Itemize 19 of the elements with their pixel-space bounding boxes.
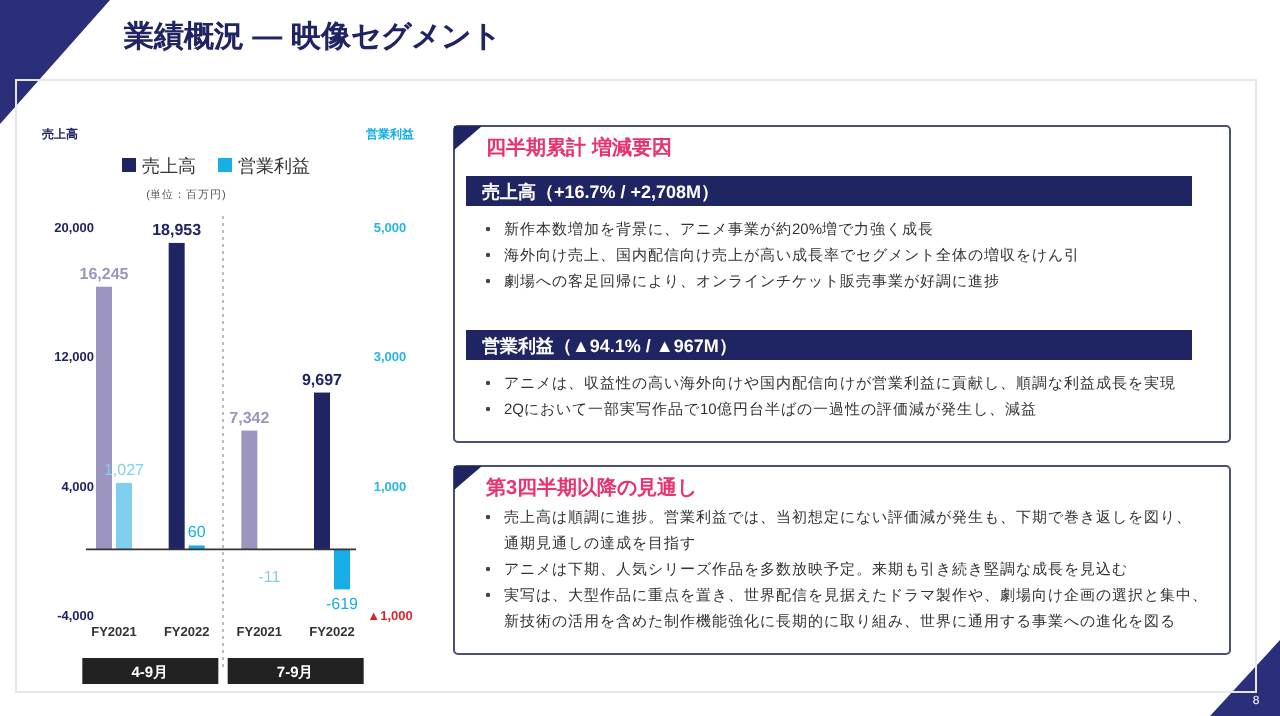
data-label: 60 bbox=[187, 523, 207, 542]
data-label: 9,697 bbox=[301, 370, 344, 389]
data-label: -11 bbox=[258, 568, 282, 587]
bar bbox=[168, 242, 185, 550]
text: 四半期累計 増減要因 bbox=[486, 136, 672, 160]
legend-label: 営業利益 bbox=[238, 156, 310, 176]
data-label: 18,953 bbox=[152, 220, 203, 239]
bar bbox=[334, 549, 350, 590]
text: 第3四半期以降の見通し bbox=[484, 476, 698, 500]
legend-label: 売上高 bbox=[142, 156, 196, 176]
chart-title: 業績概況 — 映像セグメント bbox=[122, 20, 501, 54]
data-label: 7,342 bbox=[229, 408, 271, 427]
bar bbox=[314, 392, 330, 550]
text: 売上高（+16.7% / +2,708M） bbox=[482, 182, 720, 202]
data-label: -619 bbox=[325, 595, 360, 614]
bar bbox=[241, 430, 258, 550]
bar bbox=[116, 482, 132, 550]
data-label: 16,245 bbox=[79, 264, 130, 283]
text: 営業利益（▲94.1% / ▲967M） bbox=[482, 336, 737, 356]
